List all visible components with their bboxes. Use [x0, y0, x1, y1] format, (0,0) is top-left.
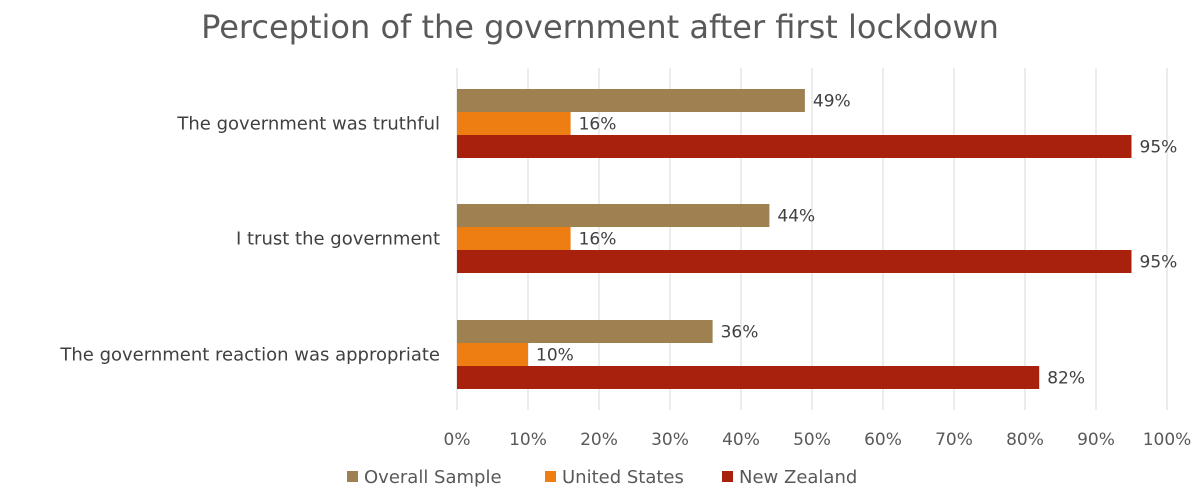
x-tick-label: 40% — [722, 430, 760, 450]
bar — [457, 320, 713, 343]
bar — [457, 343, 528, 366]
x-tick-label: 100% — [1143, 430, 1192, 450]
bar — [457, 204, 770, 227]
legend-label: New Zealand — [739, 467, 857, 488]
x-tick-label: 70% — [935, 430, 973, 450]
x-tick-label: 90% — [1077, 430, 1115, 450]
data-label: 95% — [1140, 138, 1178, 158]
x-tick-label: 80% — [1006, 430, 1044, 450]
bar — [457, 135, 1132, 158]
data-label: 82% — [1047, 369, 1085, 389]
bar — [457, 366, 1040, 389]
legend-swatch — [347, 471, 358, 482]
data-label: 10% — [536, 346, 574, 366]
bar — [457, 227, 571, 250]
category-labels: The government was truthful I trust the g… — [59, 114, 440, 366]
bar — [457, 250, 1132, 273]
legend-swatch — [545, 471, 556, 482]
bar — [457, 89, 805, 112]
legend-label: Overall Sample — [364, 467, 502, 488]
data-label: 16% — [579, 230, 617, 250]
x-tick-label: 50% — [793, 430, 831, 450]
category-label: I trust the government — [236, 229, 440, 250]
chart-title: Perception of the government after first… — [201, 8, 999, 46]
legend-swatch — [722, 471, 733, 482]
category-label: The government reaction was appropriate — [59, 345, 440, 366]
x-tick-label: 30% — [651, 430, 689, 450]
x-axis-ticks: 0% 10% 20% 30% 40% 50% 60% 70% 80% 90% 100% — [444, 430, 1192, 450]
x-tick-label: 60% — [864, 430, 902, 450]
bar — [457, 112, 571, 135]
data-label: 36% — [721, 323, 759, 343]
category-label: The government was truthful — [176, 114, 440, 135]
data-label: 44% — [777, 207, 815, 227]
data-label: 16% — [579, 115, 617, 135]
data-label: 95% — [1140, 253, 1178, 273]
bars: 49% 16% 95% 44% 16% 95% 36% 10% 82% — [457, 89, 1177, 389]
legend-label: United States — [562, 467, 684, 488]
legend: Overall Sample United States New Zealand — [347, 467, 857, 488]
data-label: 49% — [813, 92, 851, 112]
x-tick-label: 20% — [580, 430, 618, 450]
x-tick-label: 10% — [509, 430, 547, 450]
x-tick-label: 0% — [444, 430, 471, 450]
